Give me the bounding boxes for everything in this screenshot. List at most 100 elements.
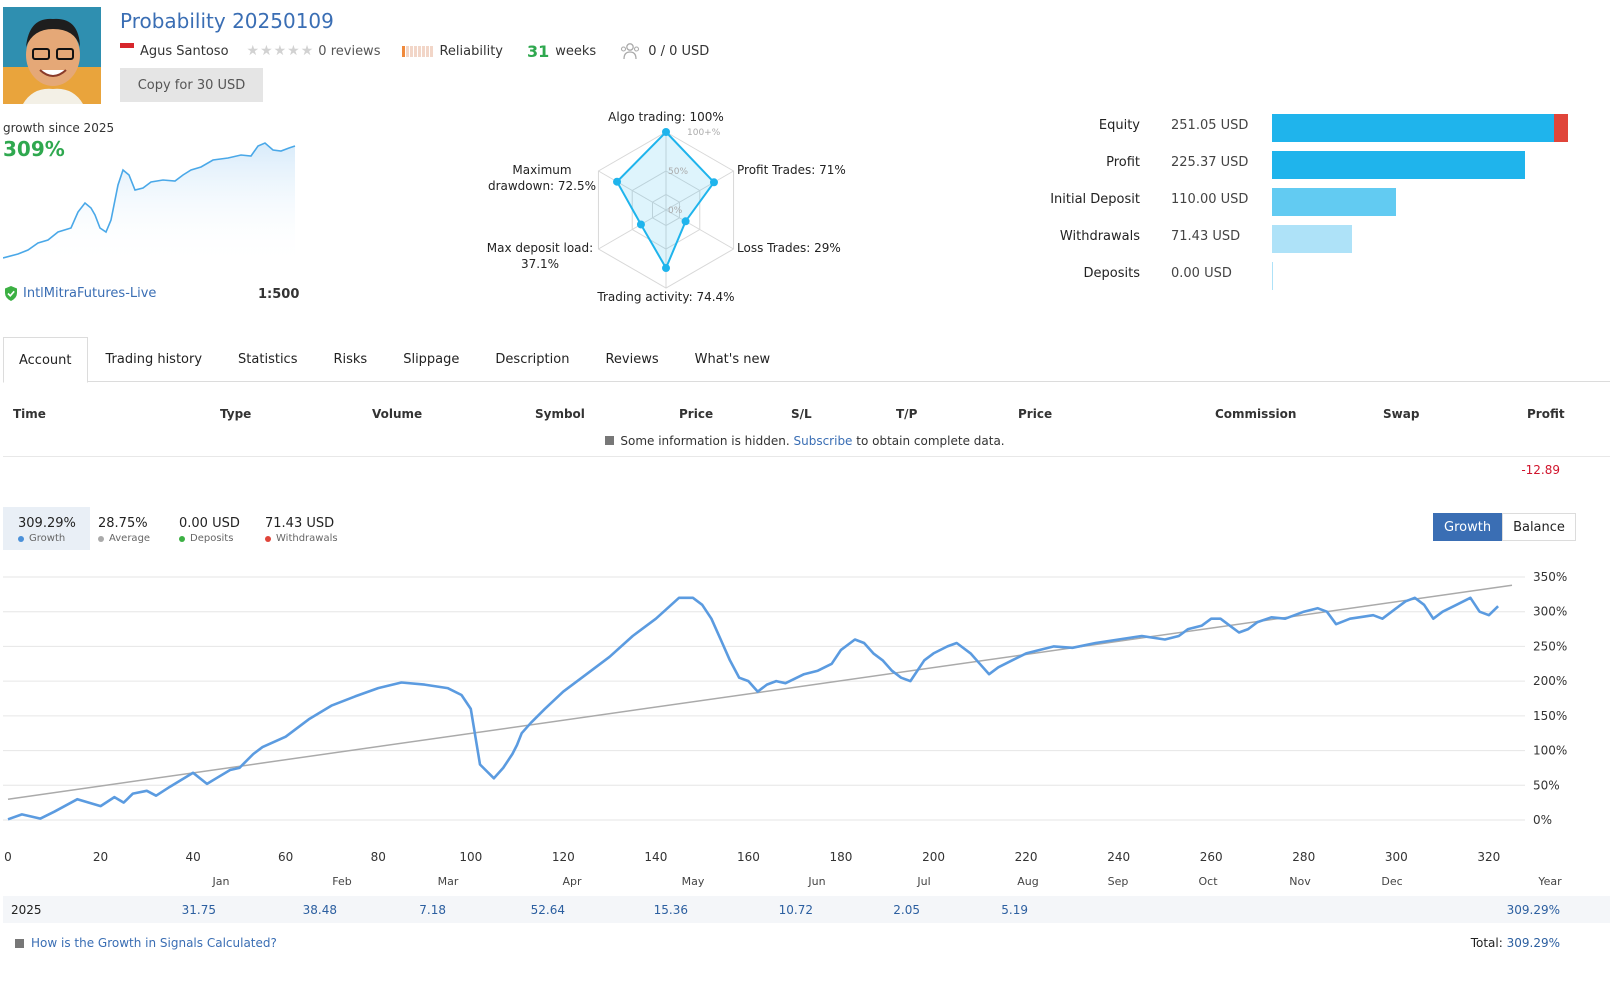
col-commission[interactable]: Commission [1215,407,1297,421]
x-tick-label: 140 [644,850,667,864]
summary-withdrawals[interactable]: 71.43 USD Withdrawals [250,507,352,550]
subscribers-value: 0 / 0 USD [648,43,710,59]
equity-row-value: 110.00 USD [1171,192,1249,207]
col-price-open[interactable]: Price [679,407,714,421]
total-profit-value: -12.89 [1521,463,1560,477]
reviews-link[interactable]: 0 reviews [318,43,381,59]
equity-bar [1272,225,1352,253]
hidden-note-suffix: to obtain complete data. [856,434,1005,448]
equity-bar [1272,114,1554,142]
x-tick-label: 120 [552,850,575,864]
growth-dot-icon [18,535,24,542]
equity-row-initial-deposit: Initial Deposit 110.00 USD [1000,188,1610,216]
radar-algo-label: Algo trading: 100% [608,110,724,124]
x-tick-label: 40 [185,850,200,864]
average-dot-icon [98,535,104,542]
tab-account[interactable]: Account [3,337,88,383]
summary-average-value: 28.75% [98,516,148,531]
copy-signal-button[interactable]: Copy for 30 USD [120,68,263,102]
month-label: Nov [1289,875,1311,888]
equity-row-withdrawals: Withdrawals 71.43 USD [1000,225,1610,253]
tab-trading-history[interactable]: Trading history [105,352,203,367]
col-sl[interactable]: S/L [791,407,812,421]
col-type[interactable]: Type [220,407,252,421]
month-label: May [682,875,705,888]
col-symbol[interactable]: Symbol [535,407,585,421]
author-avatar[interactable] [3,7,101,104]
broker-link[interactable]: IntlMitraFutures-Live [4,286,156,301]
x-tick-label: 320 [1477,850,1500,864]
summary-average[interactable]: 28.75% Average [83,507,164,550]
verified-shield-icon [5,286,17,301]
radar-axis-5 [598,170,667,211]
radar-axis-2 [665,209,734,250]
total-growth: Total: 309.29% [1471,936,1560,950]
total-value: 309.29% [1506,936,1560,950]
y-tick-label: 350% [1533,570,1567,584]
broker-name[interactable]: IntlMitraFutures-Live [23,286,157,301]
x-tick-label: 80 [371,850,386,864]
withdrawals-dot-icon [265,535,271,542]
month-label: Feb [332,875,351,888]
x-tick-label: 280 [1292,850,1315,864]
subscribers-icon [621,43,640,60]
col-volume[interactable]: Volume [372,407,423,421]
summary-deposits[interactable]: 0.00 USD Deposits [164,507,254,550]
total-label: Total: [1470,936,1503,950]
summary-withdrawals-label: Withdrawals [276,533,338,544]
author-name[interactable]: Agus Santoso [140,43,229,59]
radar-point-0 [662,128,670,136]
tab-slippage[interactable]: Slippage [403,352,460,367]
month-growth-cell: 5.19 [1001,903,1028,917]
growth-value: 309% [3,137,65,161]
col-price-close[interactable]: Price [1018,407,1053,421]
divider [3,456,1610,457]
reliability-label: Reliability [439,43,503,59]
y-tick-label: 100% [1533,744,1567,758]
growth-toggle-button[interactable]: Growth [1433,513,1503,541]
tab-description[interactable]: Description [495,352,570,367]
x-tick-label: 0 [4,850,12,864]
summary-growth-value: 309.29% [18,516,76,531]
equity-row-equity: Equity 251.05 USD [1000,114,1610,142]
signal-title[interactable]: Probability 20250109 [120,9,334,33]
equity-row-value: 251.05 USD [1171,118,1249,133]
weeks-count: 31 [526,41,550,61]
tab-whats-new[interactable]: What's new [694,352,771,367]
equity-row-label: Initial Deposit [1050,192,1140,207]
month-growth-cell: 15.36 [653,903,688,917]
tab-statistics[interactable]: Statistics [238,352,298,367]
growth-calc-help-link[interactable]: How is the Growth in Signals Calculated? [15,936,277,950]
month-label: Mar [438,875,459,888]
col-tp[interactable]: T/P [896,407,918,421]
growth-calc-help-text[interactable]: How is the Growth in Signals Calculated? [31,936,277,950]
chart-mode-toggle: Growth Balance [1433,513,1576,541]
col-swap[interactable]: Swap [1383,407,1420,421]
equity-row-label: Deposits [1083,266,1140,281]
tab-risks[interactable]: Risks [333,352,368,367]
tab-reviews[interactable]: Reviews [605,352,659,367]
summary-growth[interactable]: 309.29% Growth [3,507,90,550]
month-growth-cell: 10.72 [778,903,813,917]
month-label: Aug [1017,875,1038,888]
summary-deposits-value: 0.00 USD [179,516,240,531]
radar-ring-100: 100+% [687,128,721,138]
avatar-image [3,7,101,104]
weeks-label: weeks [555,43,597,59]
month-label: Jul [916,875,930,888]
tab-bar: Account Trading history Statistics Risks… [3,337,1610,383]
radar-polygon [613,128,718,273]
radar-grid [597,131,735,289]
col-profit[interactable]: Profit [1527,407,1565,421]
month-label: Oct [1198,875,1218,888]
radar-activity-label: Trading activity: 74.4% [596,290,734,304]
leverage-value: 1:500 [258,287,300,302]
subscribe-link[interactable]: Subscribe [793,434,853,448]
x-tick-label: 180 [830,850,853,864]
col-time[interactable]: Time [13,407,46,421]
equity-row-profit: Profit 225.37 USD [1000,151,1610,179]
yearly-growth-row: 2025 31.75 38.48 7.18 52.64 15.36 10.72 2.05 5.… [3,896,1610,923]
info-icon [15,938,24,948]
balance-toggle-button[interactable]: Balance [1502,513,1576,541]
month-label: Year [1537,875,1562,888]
